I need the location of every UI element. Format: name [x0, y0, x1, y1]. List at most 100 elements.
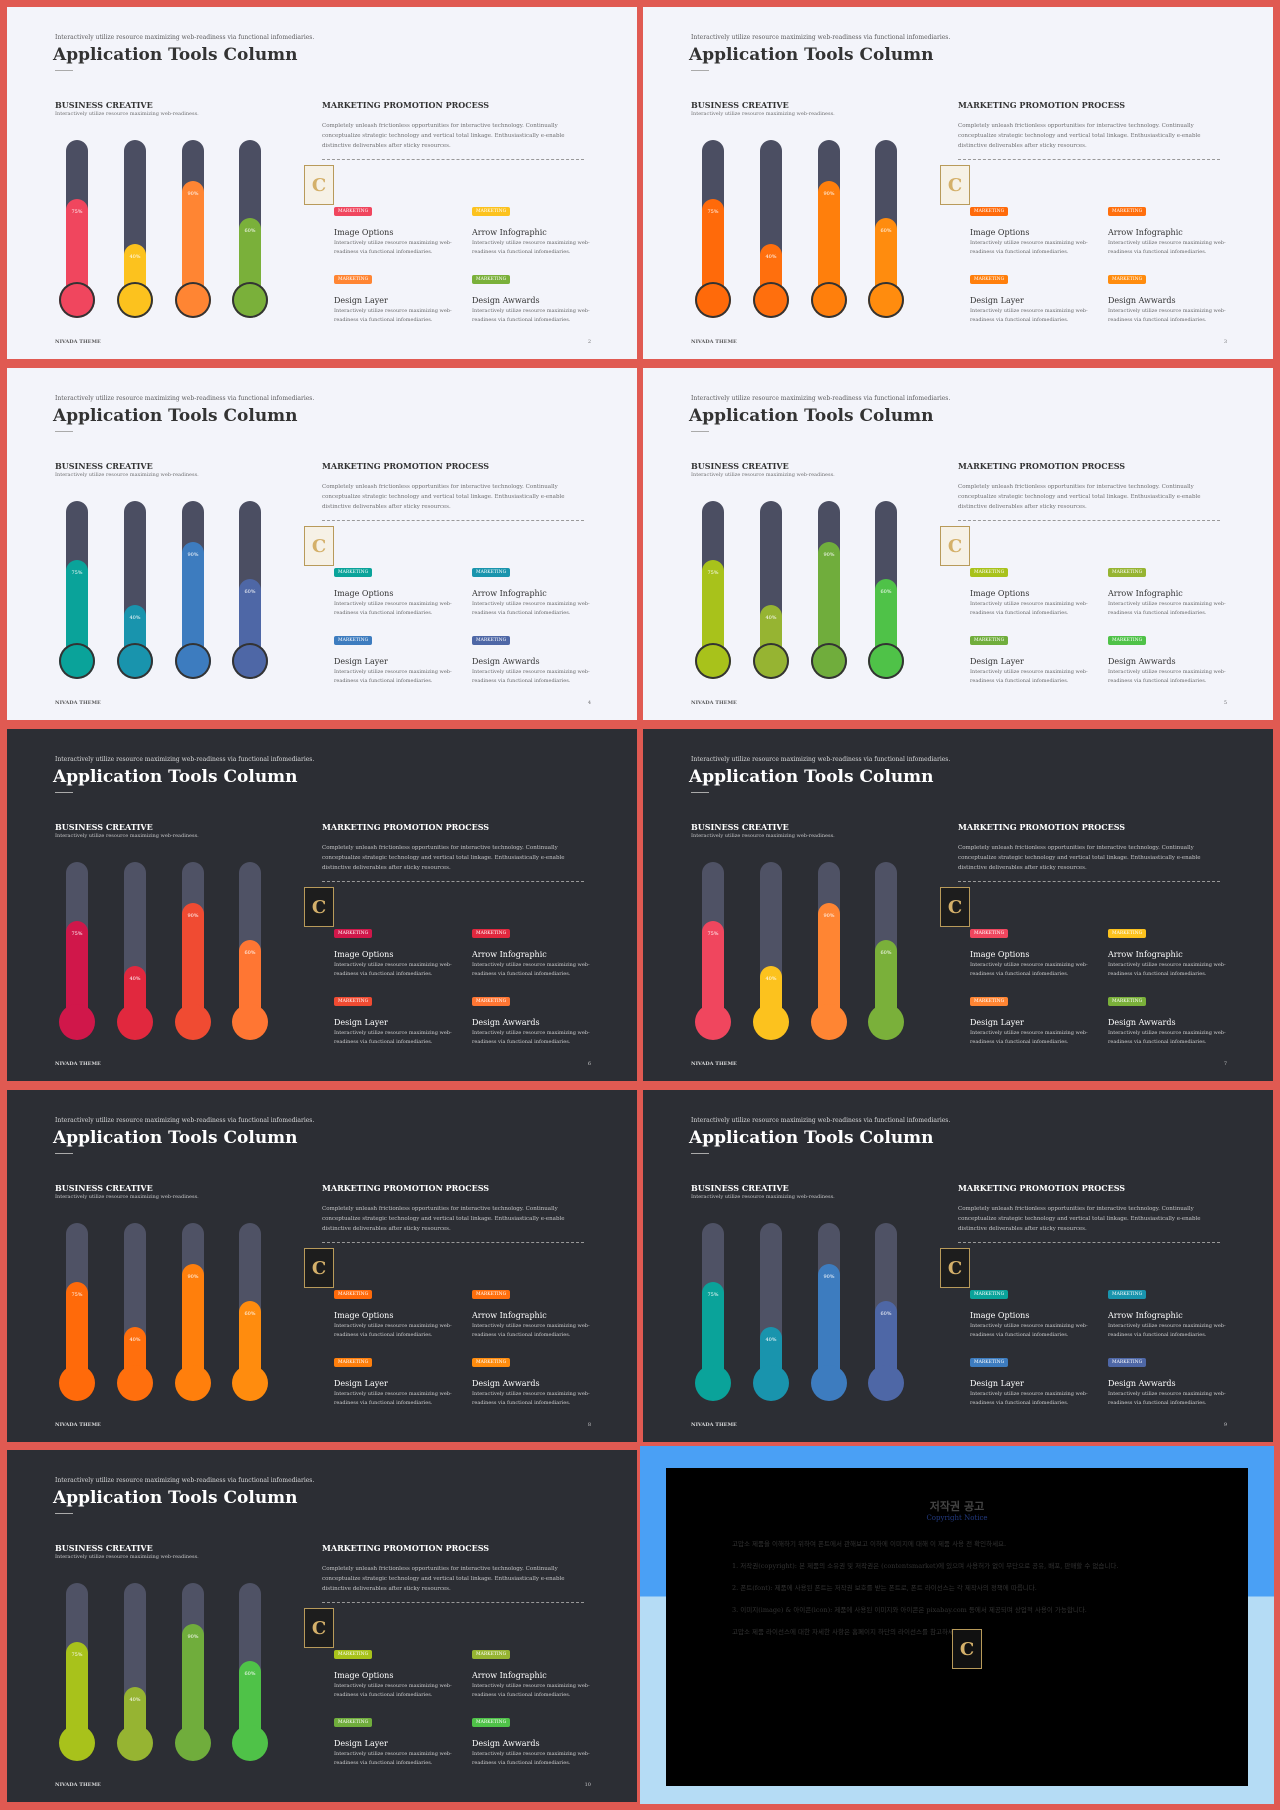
slide: Interactively utilize resource maximizin…	[7, 368, 637, 720]
percent-label: 40%	[129, 976, 141, 982]
feature-item: MARKETING Image Options Interactively util…	[970, 558, 1095, 618]
feature-item: MARKETING Design Awwards Interactively uti…	[472, 265, 597, 325]
right-heading: MARKETING PROMOTION PROCESS	[322, 1543, 490, 1553]
percent-label: 40%	[765, 1337, 777, 1343]
percent-label: 40%	[129, 615, 141, 621]
thermometer-fill	[182, 181, 204, 294]
marketing-badge: MARKETING	[1108, 207, 1147, 216]
thermometer-bar: 60%	[232, 862, 268, 1040]
thermometer-bulb	[811, 643, 847, 679]
feature-item: MARKETING Design Awwards Interactively uti…	[472, 1708, 597, 1768]
thermometer-bulb	[232, 1004, 268, 1040]
thermometer-bulb	[811, 282, 847, 318]
feature-title: Arrow Infographic	[1108, 589, 1183, 598]
feature-description: Interactively utilize resource maximizin…	[1108, 601, 1226, 616]
marketing-badge: MARKETING	[1108, 636, 1147, 645]
marketing-badge: MARKETING	[472, 997, 511, 1006]
thermometer-fill	[702, 921, 724, 1016]
thermometer-bulb	[175, 1004, 211, 1040]
thermometer-fill	[760, 244, 782, 294]
page-number: 10	[584, 1782, 591, 1788]
marketing-badge: MARKETING	[1108, 1358, 1147, 1367]
notice-title: 저작권 공고	[929, 1500, 985, 1513]
thermometer-bar: 40%	[117, 140, 153, 318]
thermometer-fill	[182, 903, 204, 1016]
percent-label: 60%	[244, 1311, 256, 1317]
feature-item: MARKETING Design Layer Interactively utili…	[970, 1348, 1095, 1408]
feature-description: Interactively utilize resource maximizin…	[1108, 669, 1226, 684]
top-tagline: Interactively utilize resource maximizin…	[691, 1117, 951, 1124]
notice-panel: 저작권 공고 Copyright Notice 고맙소 제품을 이해하기 위하여…	[666, 1468, 1248, 1786]
thermometer-bulb	[695, 643, 731, 679]
notice-paragraph: 고맙소 제품 라이선스에 대한 자세한 사항은 홈페이지 하단의 라이선스를 참…	[732, 1628, 962, 1636]
left-heading: BUSINESS CREATIVE	[691, 1183, 789, 1193]
slide-title: Application Tools Column	[689, 767, 934, 787]
thermometer-bar: 40%	[117, 1583, 153, 1761]
top-tagline: Interactively utilize resource maximizin…	[55, 34, 315, 41]
page-number: 9	[1223, 1422, 1227, 1428]
right-heading: MARKETING PROMOTION PROCESS	[322, 822, 490, 832]
thermometer-bulb	[811, 1004, 847, 1040]
percent-label: 75%	[71, 1652, 83, 1658]
brand-logo: C	[304, 165, 334, 205]
marketing-badge: MARKETING	[472, 636, 511, 645]
feature-title: Arrow Infographic	[472, 228, 547, 237]
thermometer-bulb	[753, 1004, 789, 1040]
feature-description: Interactively utilize resource maximizin…	[1108, 308, 1226, 323]
page-number: 4	[587, 700, 591, 706]
thermometer-bar: 90%	[811, 140, 847, 318]
thermometer-bulb	[753, 282, 789, 318]
feature-title: Design Layer	[334, 296, 388, 305]
feature-title: Design Layer	[334, 657, 388, 666]
thermometer-bar: 90%	[175, 1583, 211, 1761]
feature-item: MARKETING Design Layer Interactively utili…	[970, 626, 1095, 686]
marketing-badge: MARKETING	[472, 1650, 511, 1659]
thermometer-bar: 60%	[232, 1223, 268, 1401]
feature-item: MARKETING Image Options Interactively util…	[334, 1280, 459, 1340]
title-underline	[691, 1153, 709, 1154]
thermometer-bulb	[695, 1004, 731, 1040]
feature-title: Design Awwards	[472, 657, 540, 666]
percent-label: 75%	[707, 570, 719, 576]
feature-title: Arrow Infographic	[472, 589, 547, 598]
feature-item: MARKETING Image Options Interactively util…	[970, 1280, 1095, 1340]
feature-title: Design Awwards	[472, 296, 540, 305]
page-number: 5	[1223, 700, 1227, 706]
right-heading: MARKETING PROMOTION PROCESS	[958, 1183, 1126, 1193]
marketing-badge: MARKETING	[334, 1290, 373, 1299]
marketing-badge: MARKETING	[472, 275, 511, 284]
thermometer-fill	[124, 966, 146, 1016]
right-heading: MARKETING PROMOTION PROCESS	[958, 822, 1126, 832]
feature-item: MARKETING Image Options Interactively util…	[970, 919, 1095, 979]
feature-item: MARKETING Image Options Interactively util…	[334, 1640, 459, 1700]
thermometer-fill	[66, 1282, 88, 1377]
slide: Interactively utilize resource maximizin…	[643, 368, 1273, 720]
percent-label: 90%	[187, 191, 199, 197]
marketing-badge: MARKETING	[1108, 275, 1147, 284]
feature-item: MARKETING Design Layer Interactively utili…	[970, 265, 1095, 325]
percent-label: 90%	[823, 1274, 835, 1280]
thermometer-bar: 90%	[811, 501, 847, 679]
feature-title: Arrow Infographic	[1108, 950, 1183, 959]
right-description: Completely unleash frictionless opportun…	[322, 1206, 565, 1232]
feature-item: MARKETING Design Layer Interactively utili…	[334, 987, 459, 1047]
thermometer-fill	[760, 605, 782, 655]
feature-description: Interactively utilize resource maximizin…	[1108, 1323, 1226, 1338]
dashed-divider	[958, 520, 1220, 521]
thermometer-bar: 90%	[175, 862, 211, 1040]
thermometer-bar: 75%	[59, 501, 95, 679]
feature-item: MARKETING Design Layer Interactively utili…	[334, 1708, 459, 1768]
feature-title: Design Layer	[334, 1379, 388, 1388]
feature-item: MARKETING Design Layer Interactively utili…	[334, 1348, 459, 1408]
feature-item: MARKETING Design Awwards Interactively uti…	[1108, 265, 1233, 325]
percent-label: 60%	[244, 228, 256, 234]
left-heading: BUSINESS CREATIVE	[691, 100, 789, 110]
page-number: 8	[587, 1422, 591, 1428]
feature-title: Arrow Infographic	[472, 1311, 547, 1320]
percent-label: 60%	[244, 589, 256, 595]
feature-item: MARKETING Design Awwards Interactively uti…	[1108, 626, 1233, 686]
page-number: 7	[1223, 1061, 1227, 1067]
percent-label: 75%	[71, 209, 83, 215]
thermometer-bulb	[117, 282, 153, 318]
thermometer-bulb	[811, 1365, 847, 1401]
